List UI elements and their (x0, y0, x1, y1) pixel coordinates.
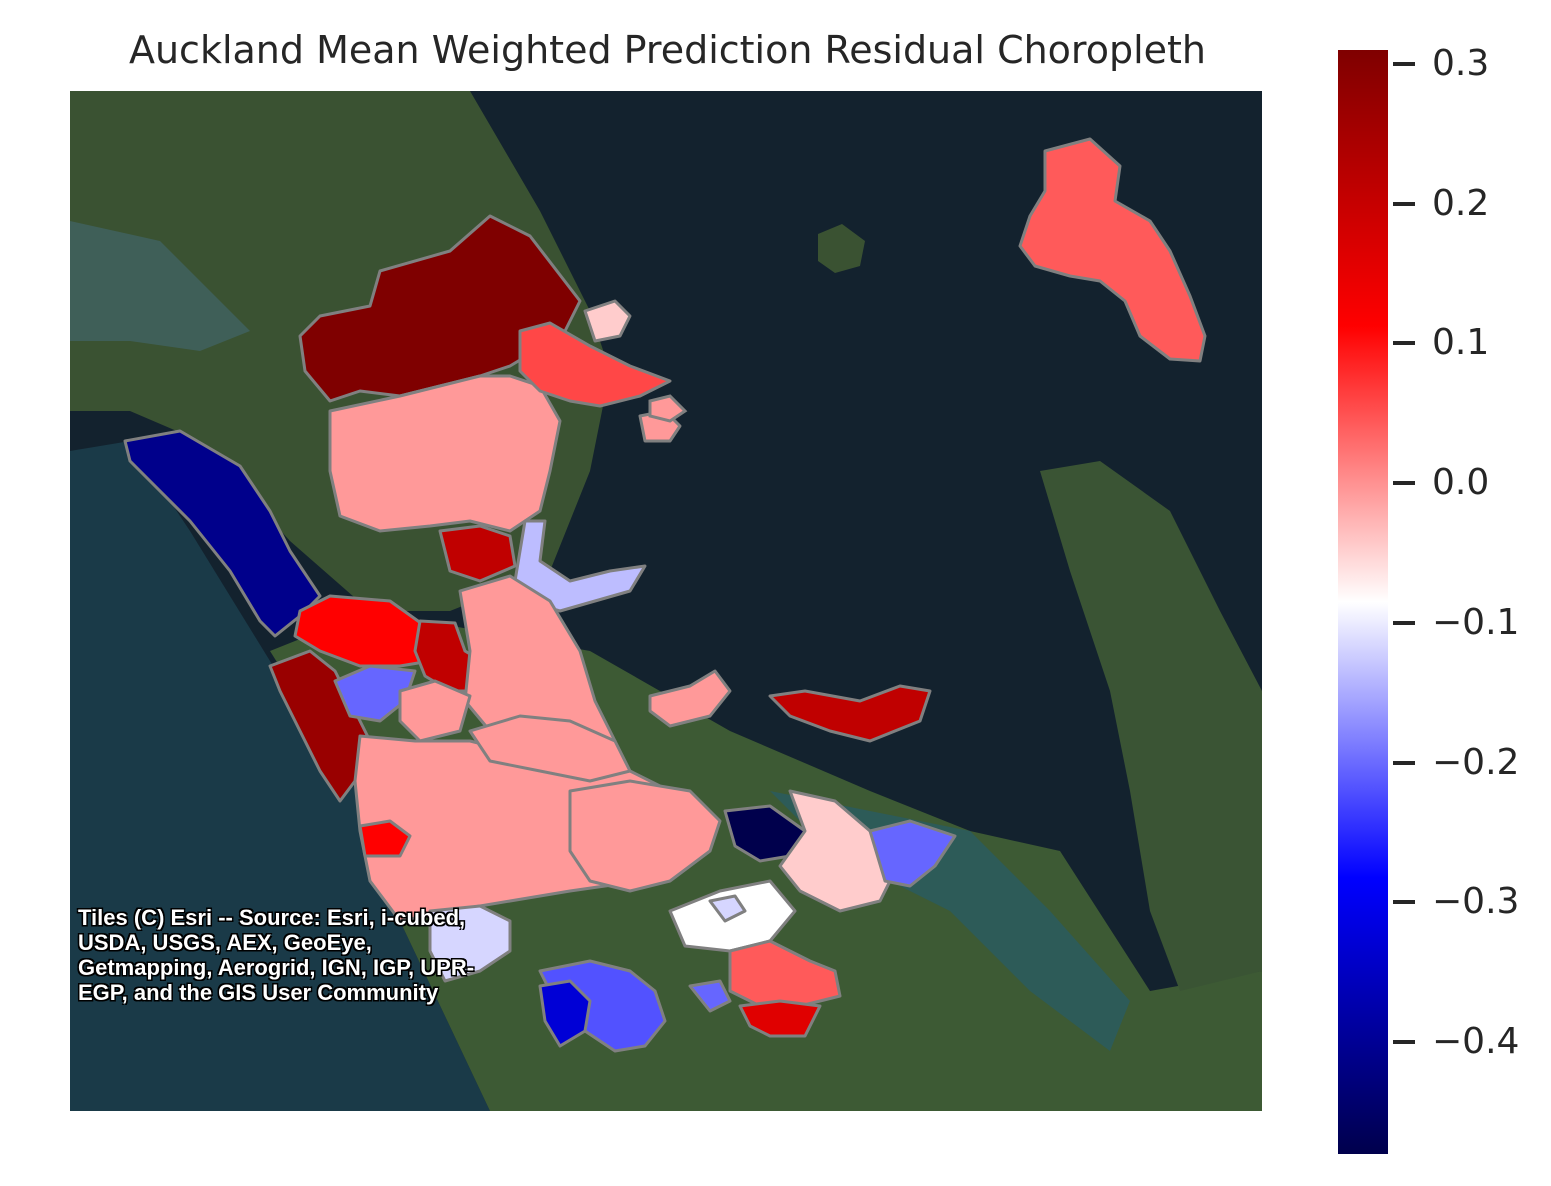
colorbar-tick-label: −0.3 (1432, 881, 1520, 923)
region-leigh[interactable] (583, 299, 632, 343)
region-howick[interactable] (778, 789, 902, 913)
colorbar-tick (1393, 900, 1415, 905)
region-northshore[interactable] (468, 714, 632, 783)
colorbar-tick-label: −0.4 (1432, 1021, 1520, 1063)
region-waitakere-coast[interactable] (358, 819, 412, 858)
region-mangere[interactable] (538, 979, 592, 1048)
colorbar-tick (1393, 201, 1415, 206)
islet (648, 394, 688, 423)
colorbar-tick (1393, 620, 1415, 625)
colorbar (1338, 50, 1388, 1154)
region-east-tamaki[interactable] (708, 894, 747, 923)
region-awhitu[interactable] (428, 904, 512, 983)
region-waiheke[interactable] (768, 684, 932, 743)
region-kaipara-west[interactable] (123, 429, 322, 638)
map-title: Auckland Mean Weighted Prediction Residu… (128, 28, 1207, 72)
region-helensville[interactable] (293, 594, 432, 668)
colorbar-tick-label: 0.1 (1432, 322, 1490, 364)
colorbar-tick (1393, 1040, 1415, 1045)
region-beachlands[interactable] (868, 819, 957, 888)
east-peninsula (1040, 461, 1262, 991)
colorbar-tick-label: 0.3 (1432, 42, 1490, 84)
map-attribution: Tiles (C) Esri -- Source: Esri, i-cubed,… (78, 905, 475, 1005)
west-coast-sea (70, 441, 490, 1111)
colorbar-tick-label: 0.0 (1432, 462, 1490, 504)
region-rodney[interactable] (328, 374, 562, 533)
region-whangaparaoa[interactable] (648, 669, 732, 728)
colorbar-tick-label: −0.1 (1432, 601, 1520, 643)
region-riverhead[interactable] (398, 679, 472, 743)
colorbar-tick (1393, 61, 1415, 66)
region-manurewa[interactable] (728, 939, 842, 1008)
colorbar-tick (1393, 760, 1415, 765)
colorbar-tick (1393, 341, 1415, 346)
choropleth-map[interactable] (70, 91, 1262, 1111)
colorbar-tick-label: −0.2 (1432, 741, 1520, 783)
region-omaha[interactable] (518, 321, 672, 408)
region-puhoi[interactable] (438, 524, 517, 583)
colorbar-tick (1393, 481, 1415, 486)
colorbar-tick-label: 0.2 (1432, 182, 1490, 224)
region-takanini[interactable] (738, 999, 822, 1038)
little-barrier-island (818, 224, 865, 273)
region-central-auckland[interactable] (568, 779, 722, 893)
harbour-water (70, 221, 250, 351)
region-papatoetoe[interactable] (688, 979, 732, 1013)
region-great-barrier-island[interactable] (1018, 137, 1207, 363)
